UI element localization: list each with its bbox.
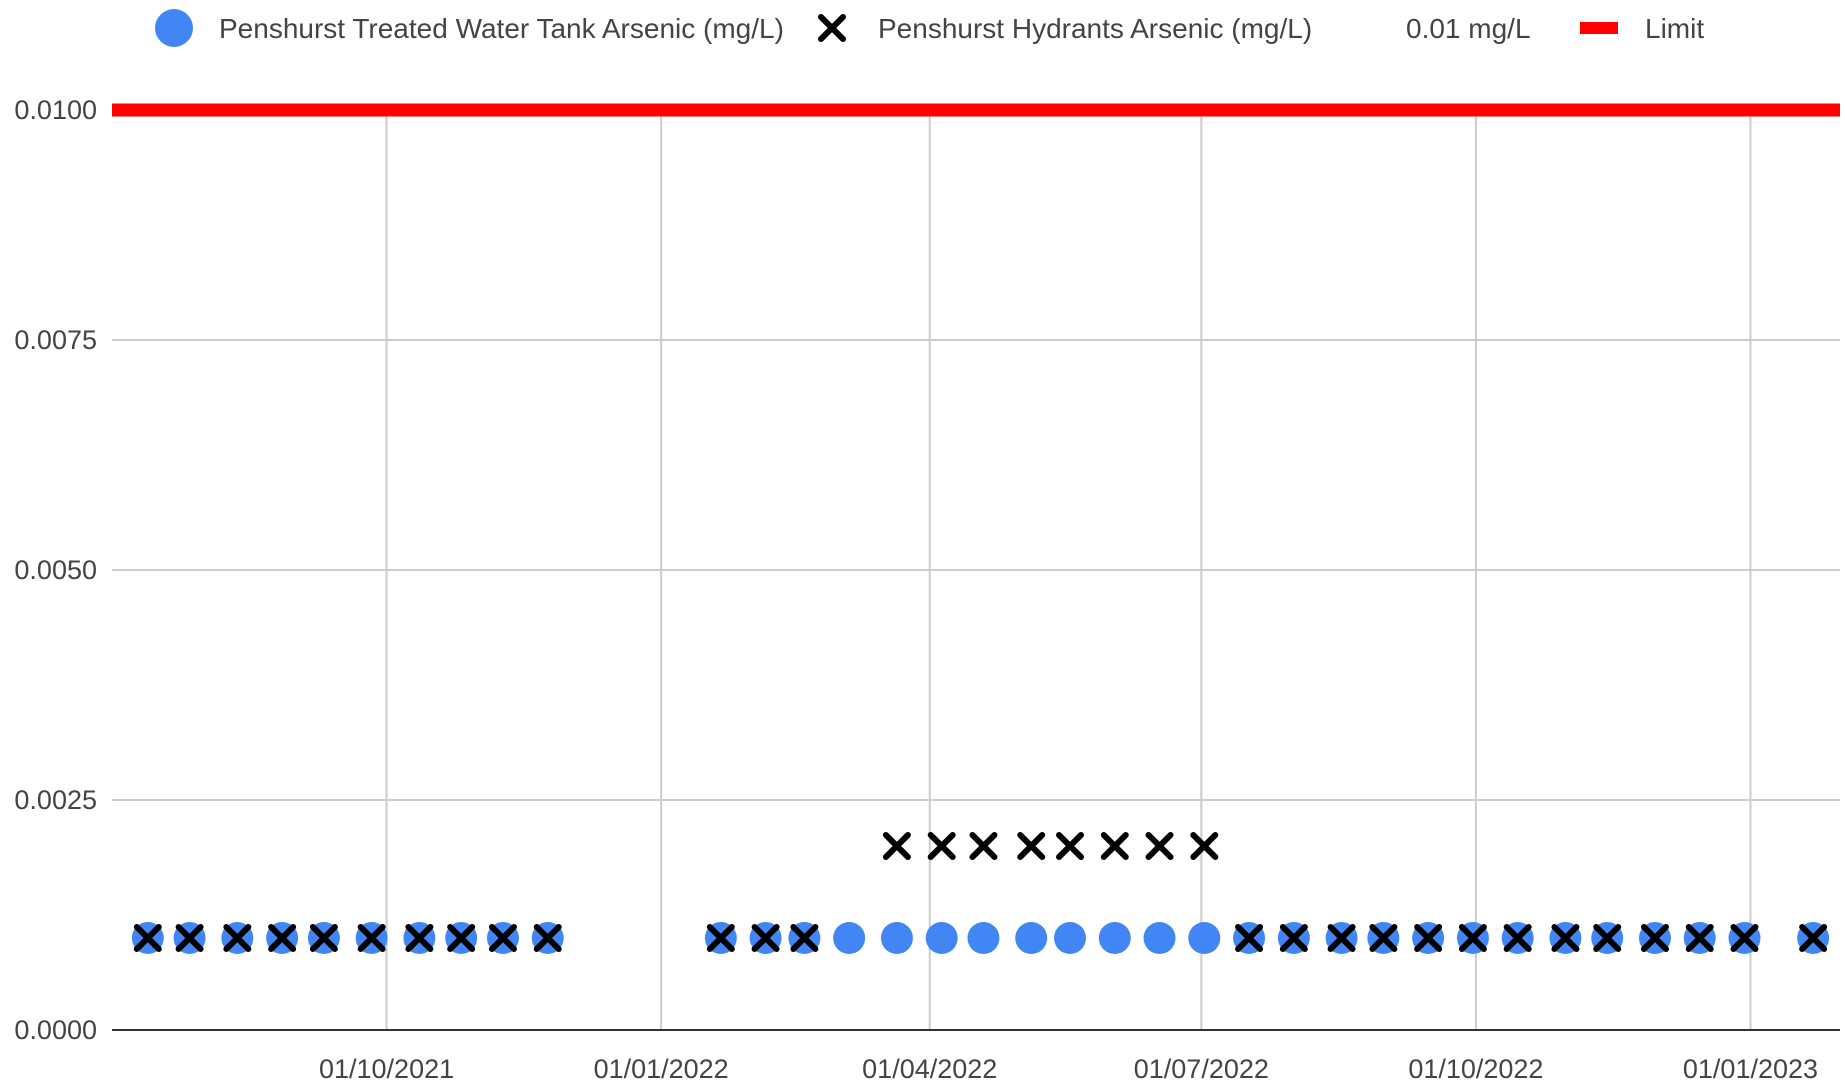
hydrant-data-point <box>1327 924 1356 952</box>
hydrant-data-point <box>357 924 386 952</box>
legend-circle-swatch <box>155 9 193 47</box>
hydrant-data-point <box>268 924 297 952</box>
x-tick-label: 01/01/2023 <box>1683 1054 1818 1084</box>
x-axis-tick-labels: 01/10/2021 01/01/2022 01/04/2022 01/07/2022… <box>319 1054 1818 1084</box>
hydrant-data-point <box>405 924 434 952</box>
hydrant-data-point <box>1145 832 1174 860</box>
hydrant-data-point <box>706 924 735 952</box>
hydrant-data-point <box>223 924 252 952</box>
legend-item-tank: Penshurst Treated Water Tank Arsenic (mg… <box>155 9 784 47</box>
hydrant-data-point <box>1685 924 1714 952</box>
hydrant-data-point <box>488 924 517 952</box>
x-tick-label: 01/07/2022 <box>1134 1054 1269 1084</box>
legend-item-hydrants: Penshurst Hydrants Arsenic (mg/L) <box>818 13 1312 44</box>
hydrant-data-point <box>1190 832 1219 860</box>
y-tick-label: 0.0100 <box>14 95 97 125</box>
legend-label: Penshurst Hydrants Arsenic (mg/L) <box>878 13 1312 44</box>
tank-data-point <box>1098 922 1131 954</box>
hydrant-data-point <box>1279 924 1308 952</box>
tank-data-point <box>880 922 913 954</box>
hydrant-data-point <box>175 924 204 952</box>
hydrant-data-point <box>1551 924 1580 952</box>
hydrant-data-point <box>1414 924 1443 952</box>
hydrant-data-point <box>447 924 476 952</box>
y-tick-label: 0.0050 <box>14 555 97 585</box>
hydrant-data-point <box>1503 924 1532 952</box>
tank-data-point <box>967 922 1000 954</box>
legend-line-swatch <box>1580 22 1618 34</box>
legend-item-limit-value: 0.01 mg/L <box>1406 13 1531 44</box>
hydrant-data-point <box>1799 924 1828 952</box>
tank-data-point <box>1143 922 1176 954</box>
hydrant-data-point <box>1235 924 1264 952</box>
x-tick-label: 01/01/2022 <box>594 1054 729 1084</box>
y-tick-label: 0.0075 <box>14 325 97 355</box>
hydrant-data-point <box>133 924 162 952</box>
chart-legend: Penshurst Treated Water Tank Arsenic (mg… <box>155 9 1704 47</box>
tank-data-point <box>925 922 958 954</box>
hydrant-data-point <box>1369 924 1398 952</box>
legend-label: Penshurst Treated Water Tank Arsenic (mg… <box>219 13 784 44</box>
legend-label: 0.01 mg/L <box>1406 13 1531 44</box>
hydrant-data-point <box>1056 832 1085 860</box>
hydrant-data-point <box>969 832 998 860</box>
y-axis-tick-labels: 0.0000 0.0025 0.0050 0.0075 0.0100 <box>14 95 97 1045</box>
hydrant-data-point <box>1640 924 1669 952</box>
hydrant-data-point <box>790 924 819 952</box>
tank-data-point <box>1188 922 1221 954</box>
hydrant-data-point <box>1593 924 1622 952</box>
tank-data-point <box>833 922 866 954</box>
x-tick-label: 01/04/2022 <box>862 1054 997 1084</box>
hydrant-data-point <box>927 832 956 860</box>
legend-x-swatch <box>818 14 846 42</box>
legend-item-limit: Limit <box>1580 13 1704 44</box>
hydrant-data-point <box>1458 924 1487 952</box>
hydrant-data-point <box>1017 832 1046 860</box>
tank-data-point <box>1015 922 1048 954</box>
chart-gridlines <box>112 109 1840 1030</box>
hydrant-data-point <box>751 924 780 952</box>
hydrant-data-point <box>309 924 338 952</box>
x-tick-label: 01/10/2022 <box>1408 1054 1543 1084</box>
hydrant-data-point <box>1730 924 1759 952</box>
hydrant-data-point <box>1100 832 1129 860</box>
series-hydrants <box>133 832 1828 952</box>
y-tick-label: 0.0025 <box>14 785 97 815</box>
hydrant-data-point <box>533 924 562 952</box>
tank-data-point <box>1054 922 1087 954</box>
legend-label: Limit <box>1645 13 1704 44</box>
y-tick-label: 0.0000 <box>14 1015 97 1045</box>
x-tick-label: 01/10/2021 <box>319 1054 454 1084</box>
hydrant-data-point <box>882 832 911 860</box>
